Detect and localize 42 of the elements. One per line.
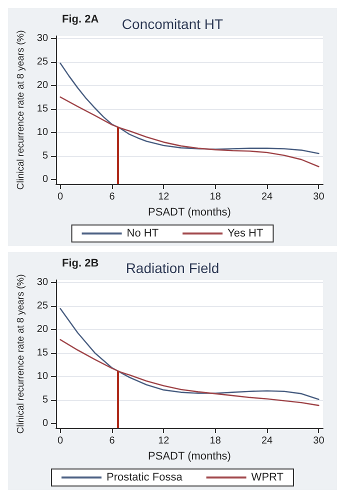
y-tick-label: 5: [42, 394, 48, 406]
x-axis-title: PSADT (months): [148, 206, 231, 218]
caption: Fig. 2B: [62, 258, 99, 270]
x-tick-label: 30: [313, 192, 325, 202]
x-tick-label: 24: [261, 192, 274, 202]
y-tick-label: 0: [42, 174, 48, 185]
x-tick-label: 12: [158, 192, 170, 202]
y-tick-label: 30: [36, 32, 48, 44]
y-tick-label: 10: [36, 370, 48, 382]
line-series: [60, 308, 320, 400]
y-tick-label: 25: [36, 56, 48, 68]
chart-title: Concomitant HT: [122, 16, 224, 32]
x-axis-title: PSADT (months): [148, 450, 231, 462]
y-tick-label: 15: [36, 347, 48, 358]
x-tick-label: 6: [109, 192, 116, 202]
y-tick-label: 5: [42, 150, 48, 162]
y-axis-title: Clinical recurrence rate at 8 years (%): [16, 30, 26, 190]
y-tick-label: 30: [36, 276, 48, 288]
y-tick-label: 0: [42, 418, 48, 429]
y-tick-label: 20: [36, 80, 48, 91]
x-tick-label: 6: [109, 436, 116, 446]
chart-title: Radiation Field: [126, 260, 220, 276]
x-tick-label: 12: [158, 436, 170, 446]
legend-label: WPRT: [251, 472, 284, 484]
x-tick-label: 18: [210, 436, 222, 446]
line-series: [60, 62, 320, 154]
x-tick-label: 24: [261, 436, 274, 446]
legend-label: Yes HT: [228, 228, 264, 240]
legend-label: No HT: [126, 228, 159, 240]
line-series: [60, 339, 320, 406]
legend-label: Prostatic Fossa: [106, 472, 184, 484]
y-tick-label: 25: [36, 300, 48, 312]
y-axis-title: Clinical recurrence rate at 8 years (%): [16, 274, 26, 434]
y-tick-label: 20: [36, 324, 48, 335]
y-tick-label: 15: [36, 103, 48, 114]
x-tick-label: 0: [58, 436, 64, 446]
y-tick-label: 10: [36, 126, 48, 138]
x-tick-label: 0: [58, 192, 64, 202]
line-series: [60, 96, 320, 168]
x-tick-label: 30: [313, 436, 325, 446]
caption: Fig. 2A: [62, 14, 99, 26]
x-tick-label: 18: [210, 192, 222, 202]
